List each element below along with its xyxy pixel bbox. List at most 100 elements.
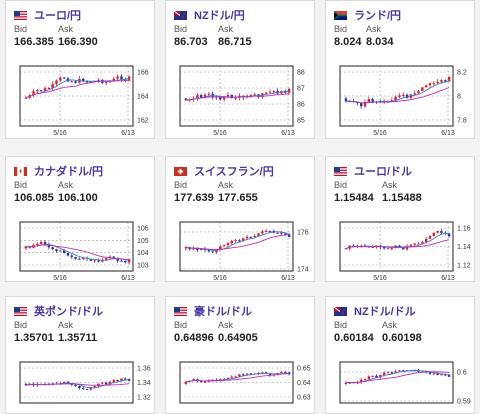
candle xyxy=(367,246,371,248)
candle xyxy=(284,371,287,373)
candle xyxy=(238,240,241,242)
candle xyxy=(66,78,70,82)
candle xyxy=(394,371,397,374)
card-title: ユーロ/円 xyxy=(14,7,81,23)
candle xyxy=(432,232,436,237)
candle xyxy=(447,77,451,82)
candle xyxy=(108,381,112,385)
ask-label: Ask xyxy=(218,180,234,190)
candle xyxy=(112,78,116,82)
candle xyxy=(43,241,47,245)
card-title: スイスフラン/円 xyxy=(174,163,274,179)
card-eur-jpy[interactable]: ユーロ/円 Bid Ask 166.385 166.390 166 164 162 5… xyxy=(5,0,155,139)
candle xyxy=(59,250,62,252)
candle xyxy=(78,386,81,388)
card-aud-usd[interactable]: 豪ドル/ドル Bid Ask 0.64896 0.64905 0.65 0.64 0… xyxy=(165,296,315,414)
candle xyxy=(230,376,233,378)
candle xyxy=(356,102,359,104)
card-zar-jpy[interactable]: ランド/円 Bid Ask 8.024 8.034 8.2 8 7.8 5/16 6/1… xyxy=(325,0,475,139)
ma-short-line xyxy=(185,231,290,251)
card-nzd-usd[interactable]: NZドル/ドル Bid Ask 0.60184 0.60198 0.6 0.59 xyxy=(325,296,475,414)
candle xyxy=(409,244,413,247)
y-tick-label: 1.36 xyxy=(137,366,151,373)
y-tick-label: 162 xyxy=(137,118,149,125)
y-tick-label: 88 xyxy=(297,70,305,77)
candle xyxy=(382,372,386,376)
candle xyxy=(375,375,378,378)
candle xyxy=(272,90,276,92)
y-tick-label: 0.65 xyxy=(297,366,311,373)
candle xyxy=(219,96,222,100)
candle xyxy=(51,247,54,250)
candle xyxy=(104,382,108,385)
candle xyxy=(62,381,66,384)
candle xyxy=(199,248,203,251)
ask-label: Ask xyxy=(218,24,234,34)
card-title: ランド/円 xyxy=(334,7,401,23)
candle xyxy=(230,94,233,99)
y-tick-label: 1.34 xyxy=(137,380,151,387)
y-tick-label: 8.2 xyxy=(457,70,467,77)
candle xyxy=(268,91,272,93)
ma-long-line xyxy=(25,244,130,261)
bid-label: Bid xyxy=(174,24,188,34)
candle xyxy=(371,99,374,102)
ma-long-line xyxy=(25,383,130,386)
card-nzd-jpy[interactable]: NZドル/円 Bid Ask 86.703 86.715 88 87 86 85 5/1… xyxy=(165,0,315,139)
card-gbp-usd[interactable]: 英ポンド/ドル Bid Ask 1.35701 1.35711 1.36 1.34… xyxy=(5,296,155,414)
card-title: ユーロ/ドル xyxy=(334,163,412,179)
candle xyxy=(199,380,203,383)
nz-flag-icon xyxy=(334,306,347,316)
candle xyxy=(398,95,401,97)
candle xyxy=(424,85,428,88)
candle xyxy=(51,84,54,89)
candle xyxy=(367,376,371,379)
candle xyxy=(112,256,116,258)
y-tick-label: 0.64 xyxy=(297,380,311,387)
bid-value: 0.64896 xyxy=(174,332,214,344)
candle xyxy=(43,88,47,91)
y-tick-label: 164 xyxy=(137,94,149,101)
y-tick-label: 1.16 xyxy=(457,226,471,233)
bid-value: 106.085 xyxy=(14,192,54,204)
bid-label: Bid xyxy=(174,180,188,190)
candle xyxy=(253,235,256,237)
pair-label: ユーロ/円 xyxy=(34,10,82,22)
candle xyxy=(390,248,393,250)
pair-label: 英ポンド/ドル xyxy=(34,306,104,318)
candle xyxy=(386,248,390,250)
candle xyxy=(70,255,73,257)
y-tick-label: 106 xyxy=(137,226,149,233)
candle xyxy=(261,231,264,234)
candle xyxy=(402,247,405,250)
candle xyxy=(89,81,93,83)
candle xyxy=(428,83,432,86)
card-chf-jpy[interactable]: スイスフラン/円 Bid Ask 177.639 177.655 176 174 5… xyxy=(165,156,315,282)
y-tick-label: 0.59 xyxy=(457,399,471,406)
card-title: 豪ドル/ドル xyxy=(174,303,252,319)
ask-value: 0.64905 xyxy=(218,332,258,344)
y-tick-label: 174 xyxy=(297,267,309,274)
candle xyxy=(62,250,66,253)
card-eur-usd[interactable]: ユーロ/ドル Bid Ask 1.15484 1.15488 1.16 1.14 1… xyxy=(325,156,475,282)
candle xyxy=(184,247,188,249)
candle xyxy=(32,91,35,96)
ask-value: 8.034 xyxy=(366,36,394,48)
card-cad-jpy[interactable]: カナダドル/円 Bid Ask 106.085 106.100 106 105 10… xyxy=(5,156,155,282)
candle xyxy=(62,77,66,79)
candle xyxy=(371,375,374,377)
candle xyxy=(447,233,451,237)
plot-frame xyxy=(179,65,294,127)
y-tick-label: 166 xyxy=(137,70,149,77)
candle xyxy=(230,240,233,244)
card-title: カナダドル/円 xyxy=(14,163,103,179)
candle xyxy=(196,379,199,381)
candle xyxy=(249,236,253,238)
ma-long-line xyxy=(185,93,290,101)
candle xyxy=(93,260,96,262)
price-chart: 106 105 104 103 5/16 6/13 xyxy=(19,221,149,281)
y-tick-label: 86 xyxy=(297,102,305,109)
candle xyxy=(382,247,386,249)
candle xyxy=(82,78,85,82)
price-chart: 88 87 86 85 5/16 6/13 xyxy=(179,65,305,137)
